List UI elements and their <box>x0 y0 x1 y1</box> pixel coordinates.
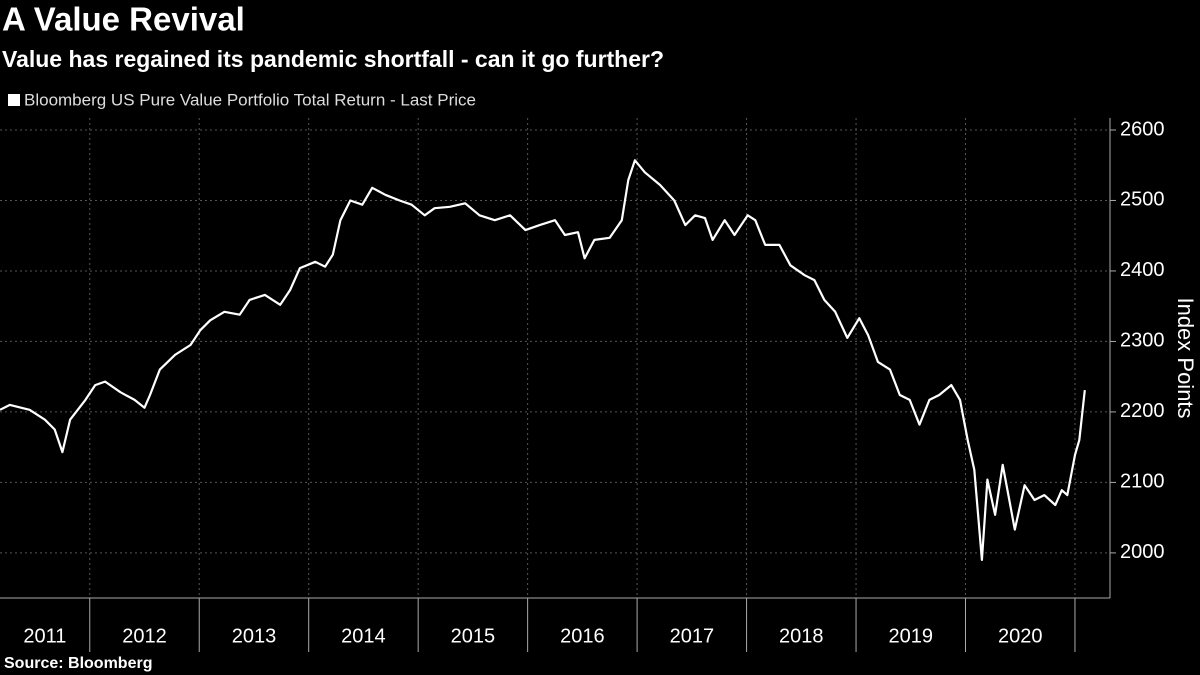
x-tick-label: 2019 <box>889 625 934 647</box>
legend-swatch <box>8 94 20 106</box>
y-tick-label: 2000 <box>1120 541 1165 563</box>
x-tick-label: 2011 <box>23 625 66 647</box>
x-tick-label: 2016 <box>560 625 605 647</box>
x-tick-label: 2020 <box>998 625 1043 647</box>
x-tick-label: 2015 <box>451 625 496 647</box>
x-tick-label: 2018 <box>779 625 824 647</box>
legend-label: Bloomberg US Pure Value Portfolio Total … <box>24 90 476 109</box>
y-tick-label: 2500 <box>1120 189 1165 211</box>
y-tick-label: 2400 <box>1120 259 1165 281</box>
y-tick-label: 2300 <box>1120 330 1165 352</box>
x-tick-label: 2012 <box>122 625 167 647</box>
chart-subtitle: Value has regained its pandemic shortfal… <box>2 46 664 72</box>
line-series <box>0 159 1086 561</box>
x-tick-label: 2013 <box>232 625 277 647</box>
y-tick-label: 2600 <box>1120 118 1165 140</box>
y-tick-label: 2200 <box>1120 400 1165 422</box>
y-axis-label: Index Points <box>1173 297 1198 418</box>
source: Source: Bloomberg <box>4 655 152 672</box>
chart-title: A Value Revival <box>2 1 245 38</box>
x-tick-label: 2017 <box>670 625 715 647</box>
x-tick-label: 2014 <box>341 625 386 647</box>
y-tick-label: 2100 <box>1120 471 1165 493</box>
